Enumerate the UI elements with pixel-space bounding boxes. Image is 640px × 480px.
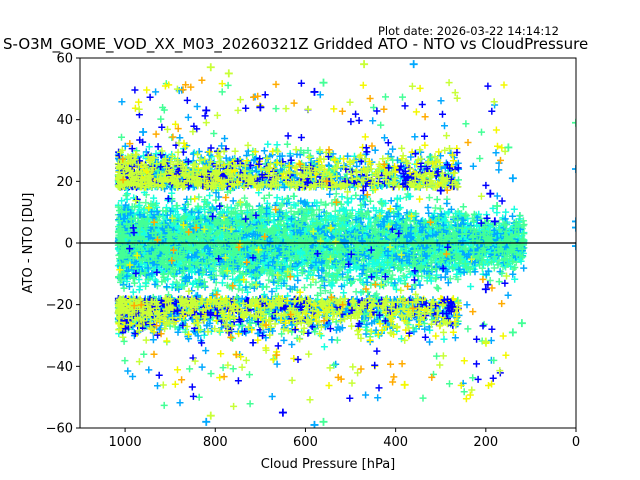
- scatter-point: [572, 217, 576, 226]
- scatter-point: [360, 60, 369, 69]
- scatter-point-group: [114, 79, 510, 410]
- scatter-point: [319, 417, 328, 426]
- y-tick-label: −40: [46, 360, 73, 375]
- scatter-point: [409, 60, 418, 69]
- y-tick-label: −60: [46, 422, 73, 437]
- scatter-point: [139, 128, 148, 136]
- scatter-point: [490, 217, 499, 226]
- y-tick-label: −20: [46, 298, 73, 313]
- scatter-point: [572, 165, 576, 173]
- scatter-point: [436, 186, 445, 195]
- scatter-point: [481, 337, 490, 346]
- scatter-point: [572, 118, 576, 127]
- scatter-point: [508, 174, 517, 183]
- y-tick-label: 60: [56, 52, 73, 67]
- x-tick-label: 600: [293, 435, 318, 450]
- x-tick-label: 0: [572, 435, 580, 450]
- scatter-points: [114, 60, 576, 428]
- scatter-point: [493, 202, 502, 210]
- y-tick-label: 20: [56, 175, 73, 190]
- x-axis-label: Cloud Pressure [hPa]: [261, 457, 396, 472]
- scatter-point: [517, 319, 526, 328]
- scatter-point: [202, 106, 211, 115]
- scatter-point: [504, 143, 513, 152]
- x-tick-label: 400: [383, 435, 408, 450]
- scatter-point: [256, 103, 265, 112]
- scatter-point: [400, 380, 409, 389]
- y-axis-label: ATO - NTO [DU]: [21, 193, 36, 294]
- y-axis-ticks: 60 40 20 0 −20 −40 −60: [46, 52, 80, 437]
- scatter-point-group: [119, 76, 506, 386]
- scatter-point: [481, 285, 490, 294]
- scatter-point: [202, 417, 211, 426]
- scatter-point: [486, 189, 495, 198]
- scatter-point: [206, 411, 215, 420]
- scatter-point: [206, 63, 215, 72]
- x-tick-label: 800: [203, 435, 228, 450]
- scatter-point: [278, 408, 287, 417]
- plot-date: Plot date: 2026-03-22 14:14:12: [378, 24, 559, 38]
- scatter-point: [572, 223, 576, 232]
- scatter-point: [310, 87, 319, 96]
- y-tick-label: 0: [65, 237, 73, 252]
- scatter-point: [572, 242, 576, 251]
- chart-title: S-O3M_GOME_VOD_XX_M03_20260321Z Gridded …: [3, 35, 588, 54]
- y-tick-label: 40: [56, 113, 73, 128]
- x-tick-label: 200: [473, 435, 498, 450]
- scatter-point: [224, 69, 233, 78]
- scatter-point: [508, 328, 517, 337]
- x-tick-label: 1000: [109, 435, 142, 450]
- x-axis-ticks: 1000 800 600 400 200 0: [109, 428, 580, 450]
- scatter-point: [319, 78, 328, 87]
